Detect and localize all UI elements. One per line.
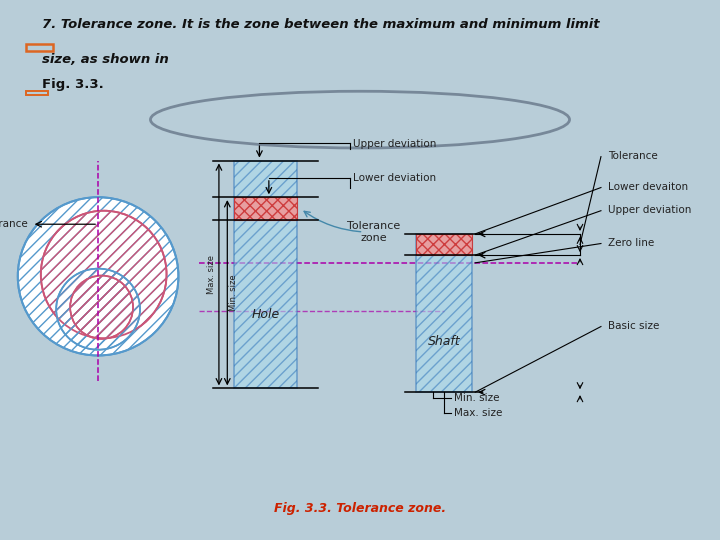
Bar: [234, 197, 297, 220]
Text: Zero line: Zero line: [608, 238, 654, 248]
Text: Tolerance: Tolerance: [0, 219, 28, 229]
Text: Lower deviation: Lower deviation: [353, 173, 436, 183]
Ellipse shape: [18, 197, 179, 355]
Bar: [416, 234, 472, 255]
Bar: [416, 234, 472, 392]
Text: size, as shown in: size, as shown in: [42, 53, 169, 66]
Text: Shaft: Shaft: [428, 335, 460, 348]
Text: Max. size: Max. size: [454, 408, 503, 418]
Text: Lower devaiton: Lower devaiton: [608, 182, 688, 192]
Text: Upper deviation: Upper deviation: [608, 205, 691, 215]
Text: 7. Tolerance zone. It is the zone between the maximum and minimum limit: 7. Tolerance zone. It is the zone betwee…: [42, 17, 600, 31]
Text: Max. size: Max. size: [207, 255, 216, 294]
Bar: [26, 91, 48, 95]
Text: Basic size: Basic size: [608, 321, 660, 331]
Ellipse shape: [56, 268, 140, 350]
Ellipse shape: [70, 275, 133, 339]
Text: Tolerance
zone: Tolerance zone: [347, 221, 400, 243]
Text: Fig. 3.3.: Fig. 3.3.: [42, 78, 104, 91]
Bar: [26, 44, 53, 51]
Text: Tolerance: Tolerance: [608, 151, 657, 161]
Bar: [234, 160, 297, 388]
Text: Hole: Hole: [251, 308, 280, 321]
Text: Min. size: Min. size: [454, 393, 500, 403]
Text: Fig. 3.3. Tolerance zone.: Fig. 3.3. Tolerance zone.: [274, 502, 446, 515]
Ellipse shape: [41, 211, 166, 338]
Text: Min. size: Min. size: [229, 274, 238, 311]
Text: Upper deviation: Upper deviation: [353, 139, 436, 149]
